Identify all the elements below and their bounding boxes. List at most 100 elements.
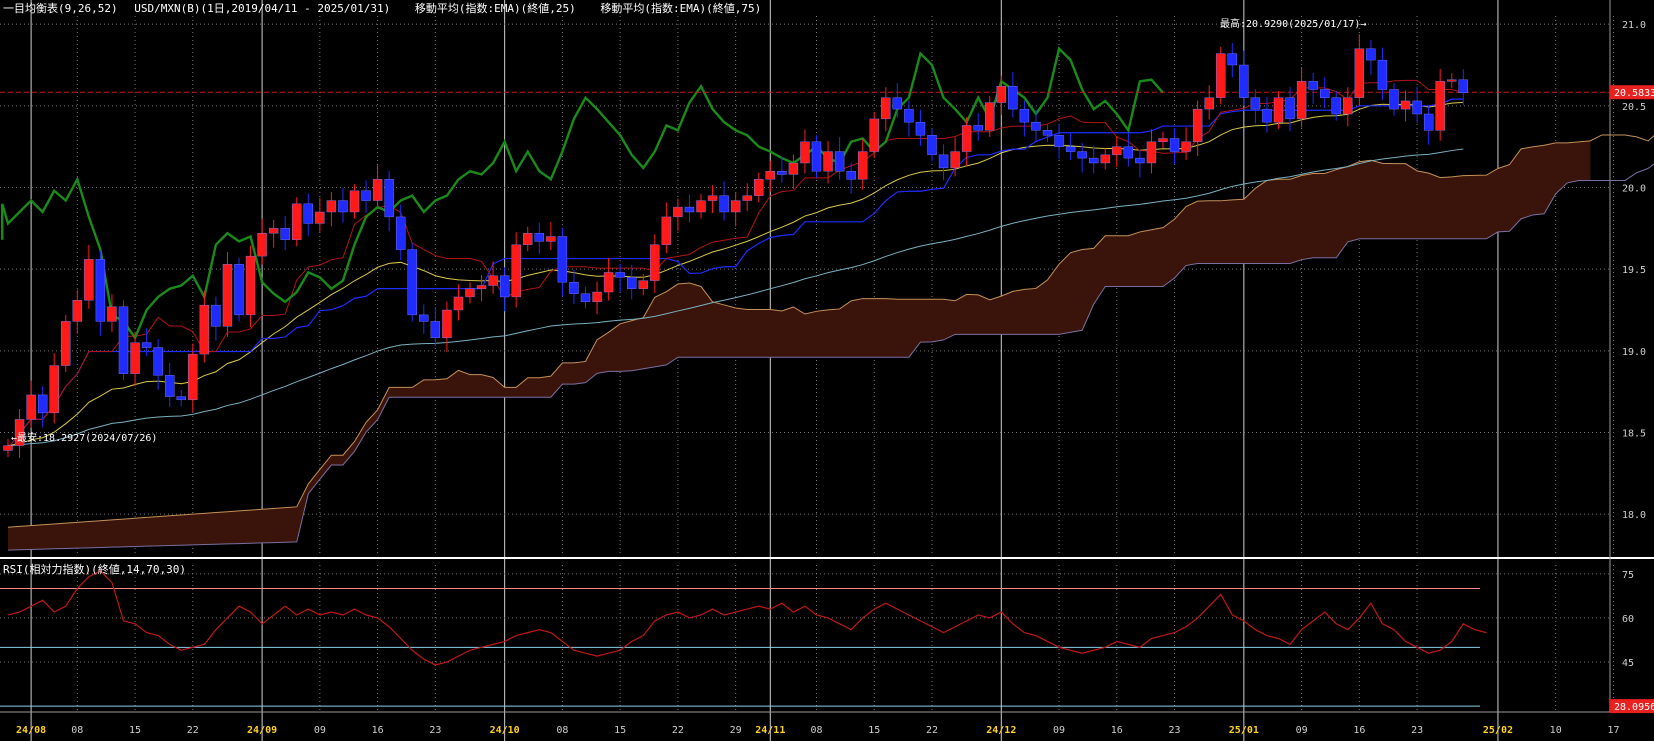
candle-body (661, 216, 672, 245)
candle-body (754, 179, 764, 196)
rsi-tick-label: 60 (1622, 614, 1634, 625)
x-tick-label: 23 (1411, 725, 1423, 736)
candle-body (1135, 157, 1145, 164)
y-tick-label: 19.0 (1622, 347, 1646, 358)
candle-body (257, 233, 267, 257)
candle-body (592, 291, 602, 303)
y-tick-label: 18.5 (1622, 429, 1646, 440)
x-tick-label: 09 (1053, 725, 1065, 736)
x-tick-label: 25/02 (1483, 725, 1513, 736)
candle-body (696, 200, 706, 213)
candle-body (950, 151, 960, 169)
candle-body (14, 419, 25, 446)
candle-body (1262, 108, 1272, 123)
x-tick-label: 16 (1353, 725, 1365, 736)
candle-body (904, 108, 914, 123)
candle-body (476, 285, 487, 289)
x-tick-label: 09 (314, 725, 326, 736)
axes: 20.5833 21.0 20.5 20.0 19.5 19.0 18.5 18.0 75 60 4… (16, 20, 1654, 736)
candle-body (164, 375, 175, 397)
x-tick-label: 25/01 (1229, 725, 1259, 736)
candle-body (523, 233, 533, 245)
candle-body (823, 151, 833, 172)
last-price-tag (1610, 85, 1654, 100)
candle-body (26, 394, 36, 420)
candle-body (673, 206, 683, 218)
candle-body (1146, 141, 1157, 164)
candle-body (130, 342, 140, 374)
candle-body (1377, 59, 1388, 90)
candle-body (153, 347, 163, 376)
candle-body (84, 259, 94, 301)
kijun-line (7, 98, 1464, 449)
candle-body (499, 275, 510, 298)
candle-body (1285, 97, 1295, 120)
candle-body (49, 365, 59, 414)
x-tick-label: 24/12 (986, 725, 1016, 736)
candle-body (176, 396, 186, 401)
x-tick-label: 15 (614, 725, 626, 736)
candle-body (1343, 97, 1353, 115)
rsi-line (7, 570, 1487, 666)
rsi-tick-label: 75 (1622, 570, 1634, 581)
candle-body (765, 170, 775, 180)
candle-body (1239, 64, 1249, 98)
candle-body (37, 394, 48, 414)
last-price-label: 20.5833 (1614, 88, 1654, 99)
candle-body (961, 125, 972, 152)
candle-body (1227, 53, 1238, 66)
x-tick-label: 23 (1169, 725, 1181, 736)
candle-body (800, 141, 810, 164)
candle-body (384, 179, 394, 218)
candle-body (338, 200, 348, 213)
x-tick-label: 24/08 (16, 725, 46, 736)
candle-body (1412, 100, 1422, 115)
candle-body (858, 151, 868, 180)
x-tick-label: 22 (672, 725, 684, 736)
candle-body (396, 216, 406, 250)
candle-body (973, 125, 983, 131)
candle-body (326, 200, 337, 213)
chikou-line (1, 46, 1164, 341)
candle-body (557, 236, 568, 283)
y-tick-label: 19.5 (1622, 265, 1646, 276)
candle-body (1458, 79, 1469, 93)
high-annotation: 最高:20.9290(2025/01/17)→ (1220, 17, 1366, 30)
candle-body (72, 300, 83, 322)
candle-body (419, 314, 429, 322)
candle-body (292, 203, 302, 240)
candle-body (465, 288, 475, 298)
candle-body (1077, 151, 1087, 159)
candle-body (742, 195, 752, 201)
candle-body (1250, 97, 1261, 110)
candle-body (245, 255, 256, 316)
x-tick-label: 09 (1296, 725, 1308, 736)
candle-body (834, 151, 845, 172)
candle-body (603, 272, 614, 293)
ichimoku-cloud (8, 140, 1591, 551)
candle-body (1331, 97, 1341, 115)
candle-body (1008, 86, 1018, 110)
candle-body (453, 296, 464, 311)
candle-body (684, 206, 695, 213)
x-tick-label: 22 (187, 725, 199, 736)
candle-body (638, 280, 648, 289)
x-tick-label: 15 (129, 725, 141, 736)
senkou-span-a-line (7, 134, 1654, 528)
candle-body (1158, 138, 1168, 142)
candle-body (511, 244, 521, 298)
candle-body (1169, 138, 1180, 152)
rsi-tick-label: 45 (1622, 658, 1634, 669)
candle-body (442, 309, 452, 338)
candle-body (788, 162, 799, 175)
x-tick-label: 22 (926, 725, 938, 736)
x-tick-label: 24/09 (247, 725, 277, 736)
candle-body (211, 304, 221, 327)
candlesticks (3, 34, 1469, 458)
candle-body (569, 282, 579, 294)
candle-body (1054, 135, 1064, 147)
candle-body (488, 275, 498, 286)
candle-body (3, 445, 13, 451)
